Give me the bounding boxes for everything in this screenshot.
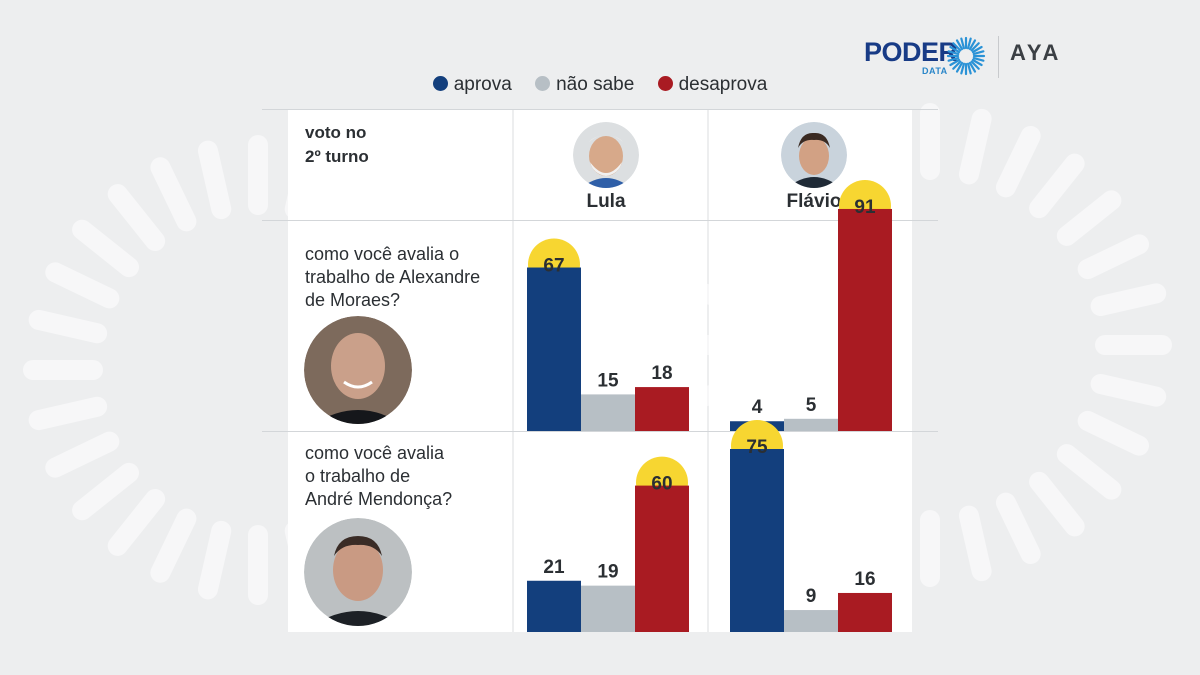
- bar-label-2-aprova: 21: [543, 557, 565, 578]
- flavio-name: Flávio: [786, 191, 842, 212]
- question-moraes: como você avalia o trabalho de Alexandre…: [305, 243, 480, 312]
- bar-label-3-nao-sabe: 9: [806, 586, 817, 607]
- top-divider: [262, 109, 938, 110]
- question-moraes-line3: de Moraes?: [305, 290, 401, 310]
- bar-label-1-nao-sabe: 5: [806, 395, 817, 416]
- poder-data-text: DATA: [922, 66, 948, 76]
- bar-2-aprova: [527, 580, 581, 632]
- bar-label-1-aprova: 4: [752, 397, 763, 418]
- legend-item-desaprova: desaprova: [657, 74, 768, 96]
- bar-label-2-desaprova: 60: [651, 474, 672, 495]
- bar-label-2-nao-sabe: 19: [597, 562, 618, 583]
- bar-2-desaprova: [635, 485, 689, 632]
- question-mendonca-line3: André Mendonça?: [305, 489, 453, 509]
- bar-label-3-aprova: 75: [746, 437, 768, 458]
- lula-photo: [573, 122, 639, 188]
- legend-item-aprova: aprova: [432, 74, 512, 96]
- header-label-line2: 2º turno: [305, 147, 369, 166]
- aya-logo-text: AYA: [1010, 40, 1062, 65]
- header-divider: [262, 220, 938, 221]
- question-mendonca-line2: o trabalho de: [305, 466, 411, 486]
- legend-dot-desaprova: [657, 76, 673, 91]
- bar-label-1-desaprova: 91: [854, 197, 876, 218]
- bar-3-desaprova: [838, 592, 892, 632]
- poder-logo-text: PODER: [864, 37, 958, 67]
- legend-dot-aprova: [432, 76, 448, 91]
- bar-3-aprova: [730, 449, 784, 632]
- legend-item-nao-sabe: não sabe: [535, 74, 634, 96]
- bar-label-0-nao-sabe: 15: [597, 370, 619, 391]
- moraes-photo: [304, 316, 412, 424]
- row-divider: [262, 431, 938, 432]
- bar-2-nao-sabe: [581, 585, 635, 632]
- lula-name: Lula: [586, 191, 626, 212]
- header-label-line1: voto no: [305, 123, 367, 142]
- bar-label-3-desaprova: 16: [854, 569, 875, 590]
- bar-label-0-aprova: 67: [543, 256, 564, 277]
- legend: aprova não sabe desaprova: [0, 74, 1200, 96]
- bar-1-desaprova: [838, 208, 892, 431]
- poder-burst-icon: [946, 36, 986, 76]
- bar-1-nao-sabe: [784, 418, 838, 431]
- bar-0-nao-sabe: [581, 394, 635, 431]
- bar-0-desaprova: [635, 387, 689, 431]
- bar-label-0-desaprova: 18: [651, 363, 672, 384]
- legend-dot-nao-sabe: [535, 76, 551, 91]
- flavio-photo: [781, 122, 847, 188]
- question-moraes-line2: trabalho de Alexandre: [305, 267, 481, 287]
- legend-label-aprova: aprova: [453, 74, 512, 95]
- legend-label-desaprova: desaprova: [678, 74, 768, 95]
- header-label: voto no 2º turno: [305, 121, 369, 169]
- mendonca-photo: [304, 518, 412, 626]
- brand-divider: [998, 36, 999, 78]
- question-moraes-line1: como você avalia o: [305, 244, 460, 264]
- legend-label-nao-sabe: não sabe: [556, 74, 635, 95]
- question-mendonca-line1: como você avalia: [305, 443, 445, 463]
- bar-0-aprova: [527, 267, 581, 431]
- bar-3-nao-sabe: [784, 610, 838, 632]
- question-mendonca: como você avalia o trabalho de André Men…: [305, 442, 452, 511]
